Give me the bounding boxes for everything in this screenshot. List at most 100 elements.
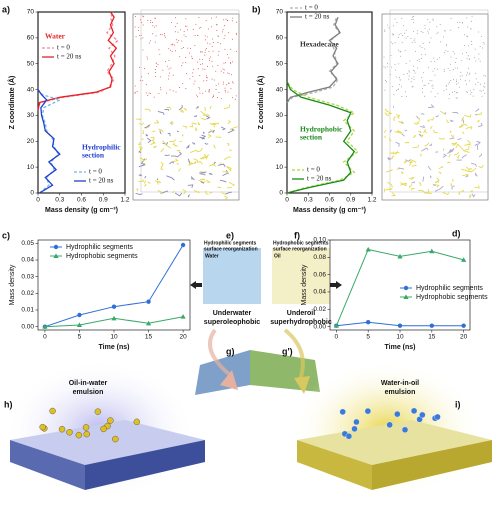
molecule bbox=[405, 29, 407, 31]
chain bbox=[467, 139, 471, 146]
medium-label: Oil bbox=[274, 253, 281, 259]
legend-label: Hydrophobic segments bbox=[66, 253, 138, 260]
molecule bbox=[401, 42, 403, 44]
molecule bbox=[212, 96, 214, 98]
molecule bbox=[144, 68, 146, 70]
molecule bbox=[164, 33, 166, 35]
molecule bbox=[215, 88, 217, 90]
molecule bbox=[413, 22, 415, 24]
droplet bbox=[75, 431, 83, 439]
chain bbox=[411, 159, 417, 163]
chain bbox=[145, 133, 149, 137]
molecule bbox=[141, 76, 143, 78]
molecule bbox=[467, 36, 469, 38]
molecule bbox=[235, 50, 237, 52]
molecule bbox=[384, 89, 386, 91]
chain bbox=[447, 147, 454, 154]
chain bbox=[474, 167, 477, 170]
y-tick-label: 30 bbox=[276, 112, 284, 119]
molecule bbox=[171, 50, 173, 52]
chain bbox=[143, 180, 146, 184]
y-tick-label: 0.05 bbox=[21, 240, 34, 247]
molecule bbox=[424, 24, 426, 26]
chain bbox=[193, 189, 200, 194]
molecule bbox=[413, 31, 415, 33]
molecule bbox=[152, 25, 154, 27]
x-axis-title: Time (ns) bbox=[99, 344, 130, 351]
molecule bbox=[231, 81, 233, 83]
chain bbox=[139, 157, 144, 161]
molecule bbox=[180, 29, 182, 31]
molecule bbox=[455, 92, 457, 94]
molecule bbox=[223, 38, 225, 40]
molecule bbox=[449, 69, 451, 71]
molecule bbox=[401, 17, 403, 19]
molecule bbox=[172, 90, 174, 92]
molecule bbox=[401, 95, 403, 97]
molecule bbox=[175, 39, 177, 41]
molecule bbox=[160, 34, 162, 36]
molecule bbox=[390, 54, 392, 56]
chain bbox=[421, 134, 424, 139]
molecule bbox=[159, 87, 161, 89]
molecule bbox=[429, 21, 431, 23]
molecule bbox=[215, 70, 217, 72]
molecule bbox=[232, 38, 234, 40]
molecule bbox=[445, 85, 447, 87]
molecule bbox=[428, 28, 430, 30]
chain bbox=[451, 185, 455, 190]
schematic-title: surface reorganization bbox=[273, 246, 327, 252]
molecule bbox=[405, 95, 407, 97]
chain bbox=[428, 143, 433, 147]
molecule bbox=[414, 38, 416, 40]
chain bbox=[144, 124, 151, 129]
chain bbox=[428, 104, 435, 109]
y-tick-label: 0.04 bbox=[21, 257, 34, 264]
chain bbox=[461, 189, 465, 192]
chain bbox=[201, 156, 208, 160]
molecule bbox=[205, 47, 207, 49]
sim-box-back bbox=[140, 9, 240, 193]
molecule bbox=[208, 89, 210, 91]
panel-label: c) bbox=[2, 230, 10, 240]
molecule bbox=[434, 68, 436, 70]
chain bbox=[476, 140, 481, 145]
molecule bbox=[181, 65, 183, 67]
chain bbox=[207, 134, 212, 139]
molecule bbox=[468, 67, 470, 69]
marker bbox=[111, 315, 117, 321]
molecule bbox=[418, 58, 420, 60]
molecule bbox=[179, 56, 181, 58]
molecule bbox=[384, 67, 386, 69]
chain bbox=[452, 178, 454, 182]
molecule bbox=[478, 58, 480, 60]
chain bbox=[396, 115, 400, 119]
molecule bbox=[187, 29, 189, 31]
chain bbox=[447, 161, 451, 164]
x-tick-label: 0.9 bbox=[99, 197, 108, 204]
molecule bbox=[169, 49, 171, 51]
molecule bbox=[164, 60, 166, 62]
molecule bbox=[483, 86, 485, 88]
chain bbox=[172, 143, 178, 147]
molecule bbox=[162, 69, 164, 71]
legend-label: t = 20 ns bbox=[89, 177, 114, 185]
chain bbox=[204, 142, 209, 145]
molecule bbox=[148, 92, 150, 94]
y-tick-label: 50 bbox=[276, 60, 284, 67]
chain bbox=[205, 115, 211, 120]
y-tick-label: 10 bbox=[276, 164, 284, 171]
chain bbox=[411, 181, 415, 184]
molecule bbox=[422, 91, 424, 93]
chain bbox=[462, 174, 469, 177]
slab-top bbox=[10, 420, 205, 465]
molecule bbox=[413, 79, 415, 81]
chain bbox=[176, 130, 179, 133]
chain bbox=[135, 192, 143, 195]
chain bbox=[470, 126, 473, 130]
chain bbox=[202, 131, 205, 134]
y-tick-label: 30 bbox=[27, 112, 35, 119]
chain bbox=[430, 125, 433, 130]
chain bbox=[433, 183, 440, 188]
molecule bbox=[398, 84, 400, 86]
